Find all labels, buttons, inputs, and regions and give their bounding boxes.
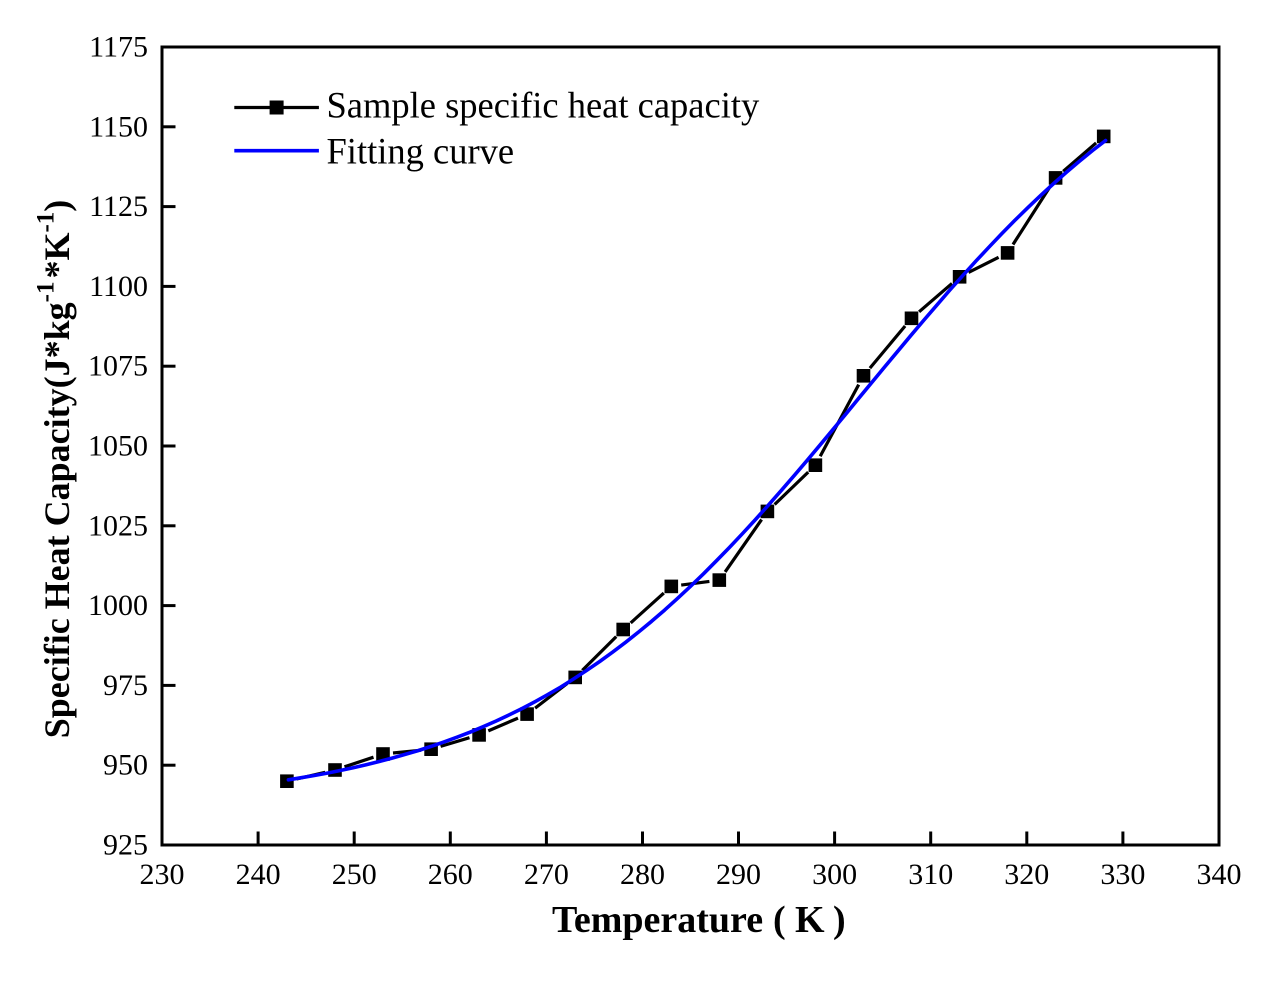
svg-text:Specific Heat Capacity(J*kg-1*: Specific Heat Capacity(J*kg-1*K-1) bbox=[33, 200, 78, 739]
svg-text:260: 260 bbox=[428, 858, 473, 891]
svg-text:Fitting curve: Fitting curve bbox=[327, 131, 515, 172]
svg-text:): ) bbox=[833, 899, 846, 941]
svg-text:Temperature: Temperature bbox=[552, 899, 763, 941]
svg-text:300: 300 bbox=[812, 858, 857, 891]
svg-text:1050: 1050 bbox=[88, 430, 148, 463]
svg-text:(: ( bbox=[773, 899, 786, 941]
svg-text:Sample specific heat capacity: Sample specific heat capacity bbox=[327, 85, 760, 126]
svg-text:975: 975 bbox=[103, 669, 148, 702]
svg-text:250: 250 bbox=[332, 858, 377, 891]
svg-text:270: 270 bbox=[524, 858, 569, 891]
svg-text:340: 340 bbox=[1197, 858, 1242, 891]
svg-text:1100: 1100 bbox=[89, 270, 148, 303]
svg-text:310: 310 bbox=[908, 858, 953, 891]
svg-text:1000: 1000 bbox=[88, 589, 148, 622]
svg-text:1125: 1125 bbox=[89, 190, 148, 223]
svg-text:925: 925 bbox=[103, 829, 148, 862]
svg-text:K: K bbox=[795, 899, 825, 941]
svg-text:230: 230 bbox=[140, 858, 185, 891]
svg-text:330: 330 bbox=[1100, 858, 1145, 891]
svg-text:290: 290 bbox=[716, 858, 761, 891]
svg-text:320: 320 bbox=[1004, 858, 1049, 891]
svg-text:1075: 1075 bbox=[88, 350, 148, 383]
svg-text:240: 240 bbox=[236, 858, 281, 891]
svg-text:1150: 1150 bbox=[89, 110, 148, 143]
svg-text:280: 280 bbox=[620, 858, 665, 891]
svg-text:950: 950 bbox=[103, 749, 148, 782]
svg-text:1025: 1025 bbox=[88, 509, 148, 542]
svg-text:1175: 1175 bbox=[89, 31, 148, 64]
